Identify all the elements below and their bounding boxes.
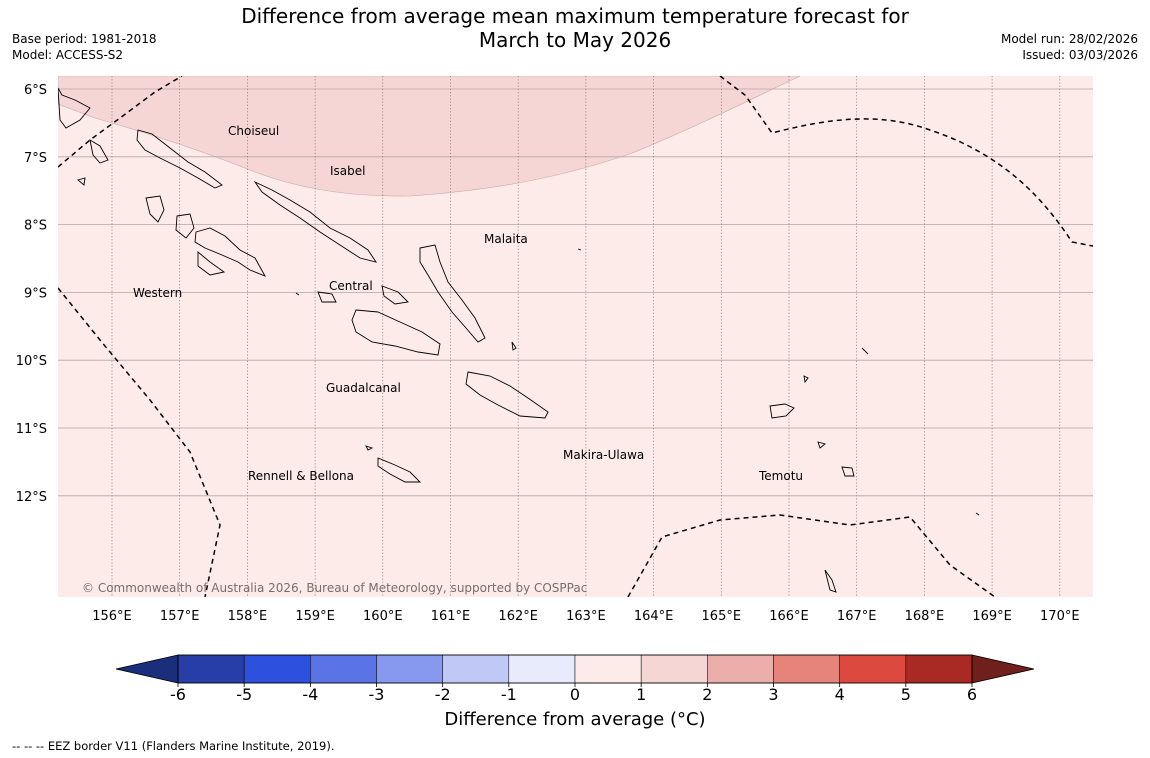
label-choiseul: Choiseul xyxy=(228,124,279,138)
label-malaita: Malaita xyxy=(484,232,528,246)
title-line-2: March to May 2026 xyxy=(478,28,672,52)
issued-date: Issued: 03/03/2026 xyxy=(1022,48,1138,62)
meta-right: Model run: 28/02/2026 Issued: 03/03/2026 xyxy=(1001,31,1138,63)
colorbar-segment xyxy=(508,654,576,684)
colorbar-segment xyxy=(376,654,443,684)
map-title: Difference from average mean maximum tem… xyxy=(0,4,1150,52)
eez-border xyxy=(58,76,1093,597)
colorbar-segment xyxy=(707,654,774,684)
eez-footnote: -- -- -- EEZ border V11 (Flanders Marine… xyxy=(12,739,335,753)
colorbar-tick-label: -3 xyxy=(369,685,385,704)
colorbar-tick-label: -4 xyxy=(302,685,318,704)
colorbar-segments xyxy=(177,654,973,684)
colorbar-segment xyxy=(773,654,840,684)
copyright-notice: © Commonwealth of Australia 2026, Bureau… xyxy=(82,581,587,595)
colorbar-tick-label: 2 xyxy=(702,685,712,704)
label-guadalcanal: Guadalcanal xyxy=(326,381,401,395)
lon-label: 156°E xyxy=(92,609,132,624)
lat-label: 7°S xyxy=(24,151,47,166)
longitude-labels: 156°E 157°E 158°E 159°E 160°E 161°E 162°E 163°E… xyxy=(92,609,1079,624)
colorbar-segment xyxy=(640,654,708,684)
lon-label: 162°E xyxy=(498,609,538,624)
label-makira-ulawa: Makira-Ulawa xyxy=(563,448,644,462)
lon-label: 157°E xyxy=(160,609,200,624)
lon-label: 164°E xyxy=(634,609,674,624)
model-name: Model: ACCESS-S2 xyxy=(12,48,124,62)
colorbar-label: Difference from average (°C) xyxy=(444,709,706,730)
lon-label: 168°E xyxy=(905,609,945,624)
colorbar: -6 -5 -4 -3 -2 -1 0 1 2 3 4 5 6 xyxy=(115,654,1035,704)
title-line-1: Difference from average mean maximum tem… xyxy=(241,4,909,28)
map[interactable]: 6°S 7°S 8°S 9°S 10°S 11°S 12°S 156°E 157°E 158°E… xyxy=(0,0,1150,640)
label-central: Central xyxy=(329,279,373,293)
lat-label: 8°S xyxy=(24,219,47,234)
meta-left: Base period: 1981-2018 Model: ACCESS-S2 xyxy=(12,31,157,63)
lon-label: 159°E xyxy=(295,609,335,624)
label-rennell-bellona: Rennell & Bellona xyxy=(248,469,354,483)
coastlines xyxy=(58,87,980,593)
lat-label: 12°S xyxy=(16,490,47,505)
colorbar-tick-label: 3 xyxy=(768,685,778,704)
colorbar-tick-label: 6 xyxy=(967,685,977,704)
colorbar-segment xyxy=(310,654,377,684)
colorbar-tick-label: -6 xyxy=(170,685,186,704)
lon-label: 160°E xyxy=(363,609,403,624)
lon-label: 170°E xyxy=(1040,609,1080,624)
colorbar-segment xyxy=(839,654,907,684)
colorbar-end-low xyxy=(115,654,179,684)
colorbar-tick-label: -2 xyxy=(435,685,451,704)
colorbar-end-high xyxy=(971,654,1035,684)
label-temotu: Temotu xyxy=(758,469,803,483)
lat-label: 10°S xyxy=(16,354,47,369)
lat-label: 9°S xyxy=(24,286,47,301)
base-period: Base period: 1981-2018 xyxy=(12,32,157,46)
colorbar-tick-label: 0 xyxy=(570,685,580,704)
colorbar-tick-label: -5 xyxy=(236,685,252,704)
lat-label: 11°S xyxy=(16,422,47,437)
lon-label: 167°E xyxy=(837,609,877,624)
lon-label: 158°E xyxy=(228,609,268,624)
colorbar-segment xyxy=(177,654,245,684)
lat-label: 6°S xyxy=(24,83,47,98)
region-labels: Choiseul Isabel Malaita Western Central … xyxy=(133,124,803,483)
lon-label: 169°E xyxy=(972,609,1012,624)
colorbar-tick-label: 5 xyxy=(901,685,911,704)
graticule xyxy=(58,76,1093,597)
lon-label: 163°E xyxy=(566,609,606,624)
latitude-labels: 6°S 7°S 8°S 9°S 10°S 11°S 12°S xyxy=(16,83,47,505)
colorbar-segment xyxy=(905,654,973,684)
colorbar-tick-label: 4 xyxy=(835,685,845,704)
label-isabel: Isabel xyxy=(330,164,365,178)
colorbar-tick-label: -1 xyxy=(501,685,517,704)
lon-label: 161°E xyxy=(431,609,471,624)
model-run: Model run: 28/02/2026 xyxy=(1000,32,1138,46)
colorbar-segment xyxy=(442,654,510,684)
lon-label: 165°E xyxy=(702,609,742,624)
colorbar-segment xyxy=(574,654,642,684)
label-western: Western xyxy=(133,286,182,300)
colorbar-segment xyxy=(243,654,311,684)
colorbar-ticks: -6 -5 -4 -3 -2 -1 0 1 2 3 4 5 6 xyxy=(170,683,977,704)
colorbar-tick-label: 1 xyxy=(636,685,646,704)
anomaly-fill-1-2 xyxy=(58,76,801,197)
lon-label: 166°E xyxy=(769,609,809,624)
